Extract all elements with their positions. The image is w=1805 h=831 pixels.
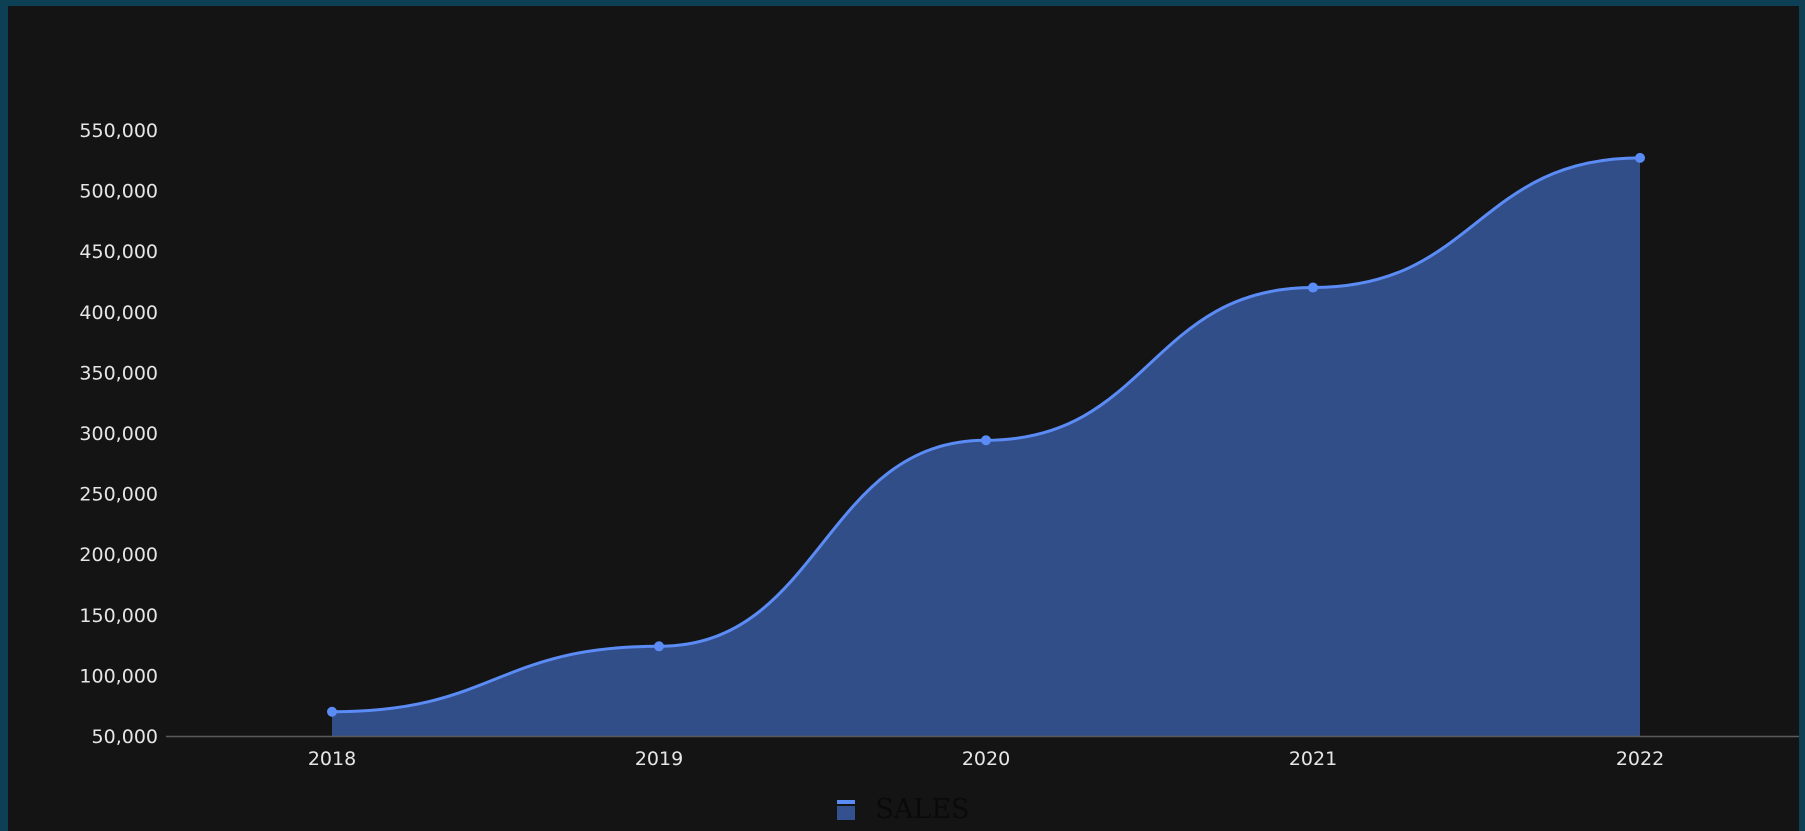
y-tick-label: 500,000 [79,181,158,203]
legend[interactable]: SALES [8,796,1799,823]
data-points [327,152,1645,717]
data-point-sales[interactable] [1308,282,1318,293]
y-tick-label: 300,000 [79,423,158,445]
area-chart: 50,000 100,000 150,000 200,000 250,000 300,00… [79,120,1799,770]
data-point-sales[interactable] [981,435,991,446]
y-tick-label: 100,000 [79,665,158,687]
x-tick-label: 2018 [308,748,356,770]
y-tick-label: 350,000 [79,362,158,384]
chart-panel: 50,000 100,000 150,000 200,000 250,000 300,00… [8,6,1799,831]
y-tick-label: 550,000 [79,120,158,142]
x-tick-label: 2020 [962,748,1010,770]
y-tick-label: 50,000 [92,726,158,748]
y-tick-label: 200,000 [79,544,158,566]
y-tick-label: 450,000 [79,241,158,263]
data-point-sales[interactable] [327,706,337,717]
x-tick-label: 2019 [635,748,683,770]
data-point-sales[interactable] [1635,152,1645,163]
legend-swatch-sales [837,799,856,820]
data-point-sales[interactable] [654,641,664,652]
area-fill-sales [332,157,1640,737]
y-tick-label: 250,000 [79,484,158,506]
legend-label-sales: SALES [875,794,970,825]
x-axis: 2018 2019 2020 2021 2022 [308,748,1664,770]
y-tick-label: 150,000 [79,605,158,627]
y-axis: 50,000 100,000 150,000 200,000 250,000 300,00… [79,120,158,748]
y-tick-label: 400,000 [79,302,158,324]
x-tick-label: 2022 [1616,748,1664,770]
x-tick-label: 2021 [1289,748,1337,770]
